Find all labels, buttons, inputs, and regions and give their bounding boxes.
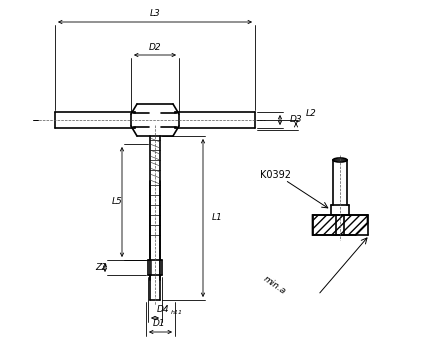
Text: h11: h11	[171, 309, 183, 314]
Text: min.a: min.a	[262, 274, 288, 296]
Text: L5: L5	[112, 198, 123, 206]
Text: K0392: K0392	[259, 170, 290, 180]
Text: D1: D1	[153, 319, 165, 329]
Text: L1: L1	[212, 214, 223, 222]
Text: Z2: Z2	[95, 263, 107, 272]
Text: D2: D2	[149, 42, 161, 52]
Text: D3: D3	[290, 115, 303, 125]
Text: L2: L2	[306, 110, 317, 119]
Text: D4: D4	[157, 305, 169, 314]
Text: L3: L3	[150, 10, 160, 19]
